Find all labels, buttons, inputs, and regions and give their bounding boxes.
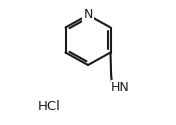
Text: HN: HN (111, 81, 130, 94)
Text: HCl: HCl (38, 100, 61, 113)
Text: N: N (83, 8, 93, 22)
